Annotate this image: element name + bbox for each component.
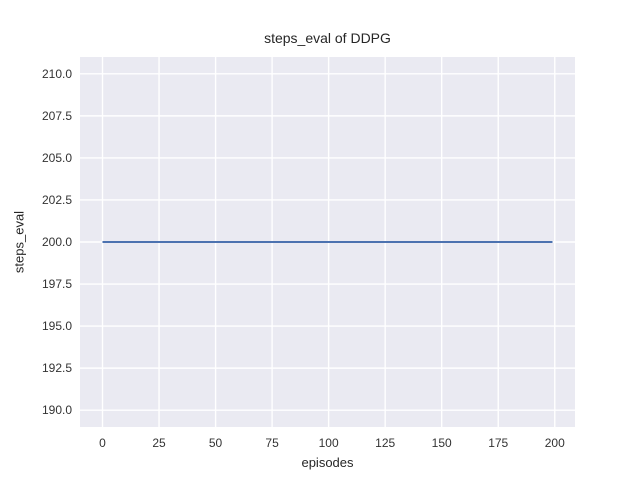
x-tick-label: 75 bbox=[265, 436, 279, 450]
y-tick-label: 190.0 bbox=[41, 403, 72, 418]
chart-title: steps_eval of DDPG bbox=[264, 30, 391, 46]
x-tick-label: 175 bbox=[488, 436, 509, 450]
y-axis-label: steps_eval bbox=[11, 210, 27, 274]
x-tick-label: 100 bbox=[318, 436, 339, 450]
x-axis-label: episodes bbox=[301, 455, 354, 470]
y-tick-label: 192.5 bbox=[41, 361, 72, 376]
y-tick-label: 207.5 bbox=[41, 108, 72, 123]
x-tick-label: 150 bbox=[431, 436, 452, 450]
y-tick-label: 200.0 bbox=[41, 235, 72, 249]
y-tick-label: 202.5 bbox=[41, 192, 72, 207]
y-tick-label: 197.5 bbox=[41, 277, 72, 292]
x-tick-label: 50 bbox=[208, 436, 223, 450]
y-tick-label: 210.0 bbox=[41, 66, 72, 81]
x-tick-label: 25 bbox=[152, 436, 166, 450]
x-tick-label: 125 bbox=[375, 436, 396, 450]
chart-canvas bbox=[80, 57, 575, 427]
x-tick-label: 200 bbox=[544, 436, 565, 450]
y-tick-label: 205.0 bbox=[41, 150, 72, 165]
plot-area bbox=[80, 57, 575, 427]
x-tick-label: 0 bbox=[99, 436, 106, 450]
y-tick-label: 195.0 bbox=[41, 319, 72, 334]
